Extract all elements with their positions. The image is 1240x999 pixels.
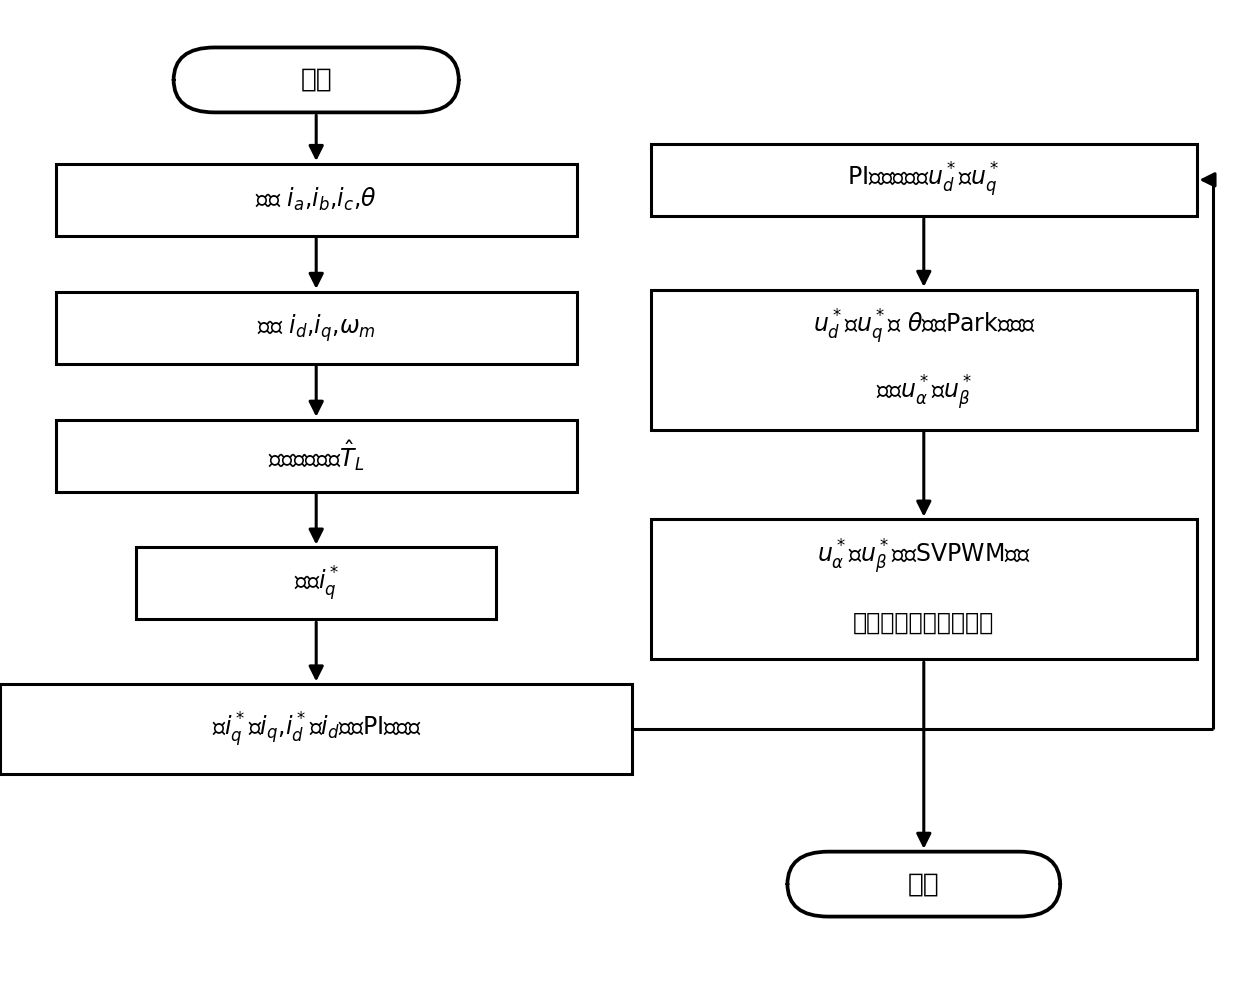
FancyBboxPatch shape — [136, 547, 496, 619]
Text: PI控制器输出$u_d^*$与$u_q^*$: PI控制器输出$u_d^*$与$u_q^*$ — [847, 161, 1001, 199]
Text: 将$i_q^*$与$i_q$,$i_d^*$与$i_d$送入PI控制器: 将$i_q^*$与$i_q$,$i_d^*$与$i_d$送入PI控制器 — [212, 710, 420, 748]
Text: 计算 $i_d$,$i_q$,$\omega_m$: 计算 $i_d$,$i_q$,$\omega_m$ — [257, 312, 376, 344]
FancyBboxPatch shape — [174, 47, 459, 112]
FancyBboxPatch shape — [56, 292, 577, 364]
Text: 得到逆变器的开关序列: 得到逆变器的开关序列 — [853, 610, 994, 634]
FancyBboxPatch shape — [56, 420, 577, 492]
Text: 结束: 结束 — [908, 871, 940, 897]
Text: 观测负载转矩$\hat{T}_L$: 观测负载转矩$\hat{T}_L$ — [268, 439, 365, 473]
Text: 得到$u_\alpha^*$和$u_\beta^*$: 得到$u_\alpha^*$和$u_\beta^*$ — [875, 374, 972, 412]
Text: 计算$i_q^*$: 计算$i_q^*$ — [294, 564, 339, 602]
Text: $u_d^*$、$u_q^*$和 $\theta$进行Park逆变换: $u_d^*$、$u_q^*$和 $\theta$进行Park逆变换 — [812, 308, 1035, 346]
FancyBboxPatch shape — [787, 851, 1060, 917]
Text: 测量 $i_a$,$i_b$,$i_c$,$\theta$: 测量 $i_a$,$i_b$,$i_c$,$\theta$ — [255, 186, 377, 214]
Text: 开始: 开始 — [300, 67, 332, 93]
FancyBboxPatch shape — [651, 290, 1197, 430]
Text: $u_\alpha^*$和$u_\beta^*$经过SVPWM调制: $u_\alpha^*$和$u_\beta^*$经过SVPWM调制 — [817, 537, 1030, 575]
FancyBboxPatch shape — [0, 684, 632, 774]
FancyBboxPatch shape — [651, 144, 1197, 216]
FancyBboxPatch shape — [651, 519, 1197, 659]
FancyBboxPatch shape — [56, 164, 577, 236]
